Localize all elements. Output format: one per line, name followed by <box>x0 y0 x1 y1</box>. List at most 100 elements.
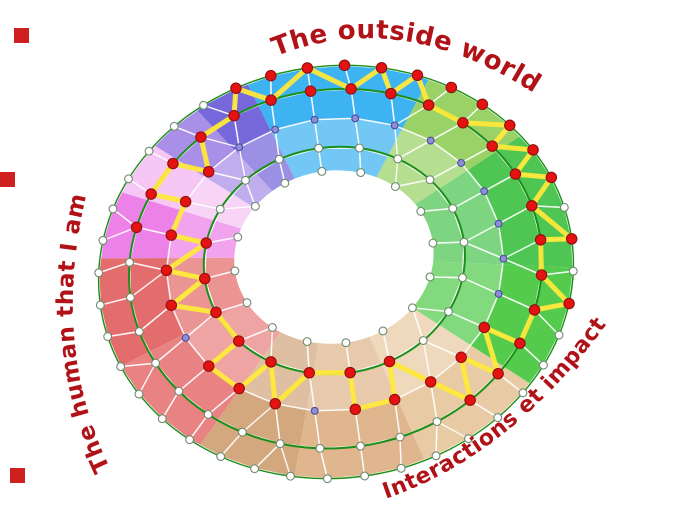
graph-node-white[interactable] <box>250 201 260 211</box>
graph-node-red[interactable] <box>304 85 317 97</box>
graph-node-red[interactable] <box>265 69 277 82</box>
graph-node-white[interactable] <box>185 435 195 445</box>
graph-node-white[interactable] <box>360 471 370 481</box>
graph-node-white[interactable] <box>355 143 364 153</box>
graph-node-white[interactable] <box>151 358 161 368</box>
graph-node-red[interactable] <box>509 168 522 180</box>
graph-node-white[interactable] <box>144 146 154 156</box>
graph-node-white[interactable] <box>134 327 144 337</box>
graph-node-white[interactable] <box>108 204 118 214</box>
graph-node-red[interactable] <box>535 269 548 281</box>
graph-node-red[interactable] <box>160 264 173 277</box>
graph-node-white[interactable] <box>98 235 108 245</box>
graph-node-red[interactable] <box>179 195 192 208</box>
graph-node-white[interactable] <box>418 336 428 345</box>
graph-node-white[interactable] <box>203 410 213 419</box>
graph-node-purple[interactable] <box>271 125 280 134</box>
graph-node-white[interactable] <box>393 154 403 164</box>
graph-node-red[interactable] <box>233 382 245 395</box>
graph-node-white[interactable] <box>407 303 417 313</box>
graph-node-white[interactable] <box>94 268 104 278</box>
graph-node-white[interactable] <box>280 178 290 188</box>
graph-node-red[interactable] <box>200 237 212 249</box>
graph-node-white[interactable] <box>199 100 208 110</box>
graph-node-white[interactable] <box>432 417 442 427</box>
graph-node-white[interactable] <box>458 273 467 283</box>
graph-node-white[interactable] <box>317 166 327 176</box>
graph-node-red[interactable] <box>476 98 489 111</box>
graph-node-white[interactable] <box>286 471 295 481</box>
graph-node-white[interactable] <box>314 143 324 153</box>
graph-node-white[interactable] <box>378 326 388 336</box>
graph-node-white[interactable] <box>431 451 441 461</box>
graph-node-white[interactable] <box>230 266 240 276</box>
graph-node-red[interactable] <box>228 109 240 122</box>
graph-node-red[interactable] <box>265 94 277 106</box>
graph-node-red[interactable] <box>344 366 356 379</box>
graph-node-purple[interactable] <box>310 406 319 415</box>
graph-node-white[interactable] <box>396 463 406 473</box>
graph-node-red[interactable] <box>504 119 516 132</box>
graph-node-red[interactable] <box>338 59 351 72</box>
graph-node-red[interactable] <box>233 335 245 347</box>
graph-node-white[interactable] <box>275 439 285 449</box>
graph-node-red[interactable] <box>527 144 539 156</box>
graph-node-white[interactable] <box>416 206 426 216</box>
graph-node-white[interactable] <box>215 204 225 214</box>
graph-node-white[interactable] <box>356 441 365 451</box>
graph-node-white[interactable] <box>448 203 458 213</box>
graph-node-red[interactable] <box>411 69 424 82</box>
graph-node-red[interactable] <box>422 99 435 111</box>
graph-node-red[interactable] <box>203 360 215 372</box>
graph-node-red[interactable] <box>345 83 357 95</box>
graph-node-red[interactable] <box>385 87 397 100</box>
graph-node-white[interactable] <box>493 413 503 423</box>
graph-node-red[interactable] <box>424 376 437 388</box>
graph-node-red[interactable] <box>457 117 469 129</box>
graph-node-white[interactable] <box>390 182 400 192</box>
graph-node-purple[interactable] <box>310 115 319 124</box>
graph-node-red[interactable] <box>165 299 178 312</box>
graph-node-red[interactable] <box>198 272 211 285</box>
graph-node-red[interactable] <box>230 82 242 94</box>
graph-node-red[interactable] <box>514 337 526 350</box>
selection-handle[interactable] <box>0 172 15 187</box>
graph-node-white[interactable] <box>241 175 250 185</box>
graph-node-white[interactable] <box>125 293 135 302</box>
graph-node-red[interactable] <box>445 81 458 94</box>
graph-node-white[interactable] <box>134 389 144 399</box>
graph-node-white[interactable] <box>356 168 366 178</box>
graph-node-white[interactable] <box>95 300 105 310</box>
graph-node-red[interactable] <box>492 367 504 380</box>
graph-node-red[interactable] <box>565 233 578 245</box>
graph-node-white[interactable] <box>539 360 548 370</box>
graph-node-red[interactable] <box>303 367 316 379</box>
graph-node-white[interactable] <box>267 323 277 332</box>
graph-node-purple[interactable] <box>426 136 435 145</box>
graph-node-purple[interactable] <box>351 114 360 123</box>
graph-node-purple[interactable] <box>390 121 399 130</box>
graph-node-purple[interactable] <box>181 333 190 342</box>
graph-node-white[interactable] <box>464 434 473 444</box>
graph-node-white[interactable] <box>568 266 578 276</box>
graph-node-white[interactable] <box>124 174 133 184</box>
graph-node-white[interactable] <box>274 154 284 164</box>
graph-node-red[interactable] <box>202 165 215 178</box>
graph-node-red[interactable] <box>130 221 143 234</box>
selection-handle[interactable] <box>14 28 29 43</box>
graph-node-purple[interactable] <box>494 219 503 228</box>
graph-node-red[interactable] <box>528 304 541 316</box>
graph-node-white[interactable] <box>425 272 435 282</box>
graph-node-white[interactable] <box>554 330 564 340</box>
graph-node-white[interactable] <box>169 121 179 131</box>
graph-node-white[interactable] <box>103 332 113 342</box>
graph-node-red[interactable] <box>210 306 222 319</box>
graph-node-white[interactable] <box>233 232 243 242</box>
graph-node-red[interactable] <box>455 351 467 364</box>
graph-node-red[interactable] <box>486 140 498 152</box>
graph-node-white[interactable] <box>125 257 134 267</box>
graph-node-white[interactable] <box>428 238 438 248</box>
graph-node-red[interactable] <box>526 200 538 212</box>
graph-node-white[interactable] <box>237 427 247 437</box>
graph-node-white[interactable] <box>116 362 126 372</box>
